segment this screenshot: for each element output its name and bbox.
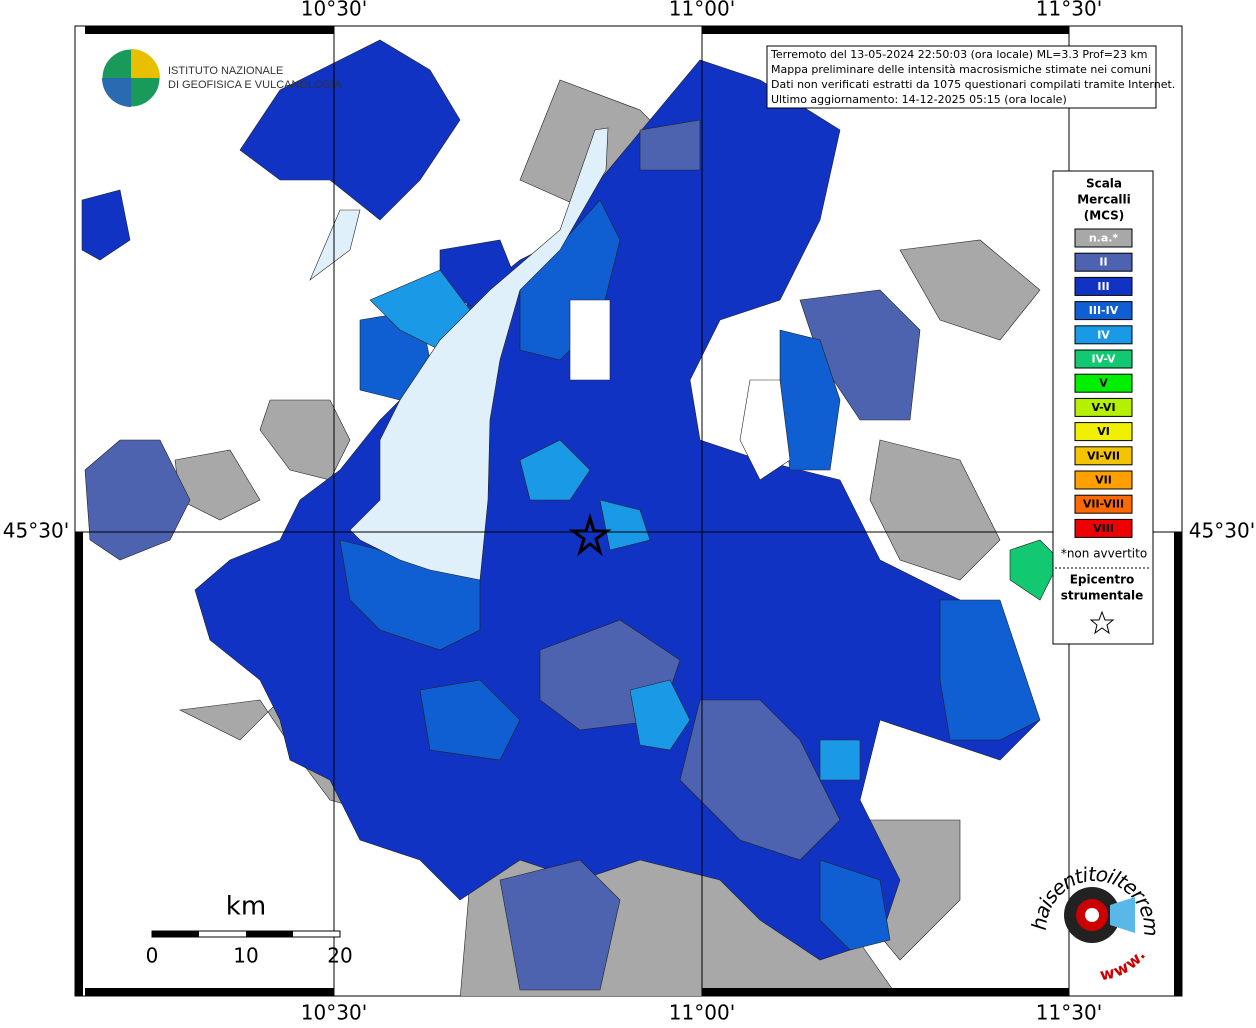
legend-swatch xyxy=(1074,276,1133,296)
legend-swatch xyxy=(1074,446,1133,466)
legend-label: IV xyxy=(1097,328,1110,341)
legend-label: VIII xyxy=(1093,522,1114,535)
grid-label: 11°30' xyxy=(1036,0,1102,21)
scale-unit: km xyxy=(226,892,266,922)
ingv-logo xyxy=(101,48,161,108)
frame-ticks xyxy=(75,26,1182,996)
legend-swatch xyxy=(1074,422,1133,442)
legend-label: n.a.* xyxy=(1089,232,1119,245)
legend-label: III xyxy=(1097,280,1109,293)
legend-swatch xyxy=(1074,494,1133,514)
legend-title: Mercalli xyxy=(1077,193,1131,207)
epicenter-star xyxy=(568,512,612,557)
legend-label: V-VI xyxy=(1091,401,1115,414)
info-box xyxy=(766,45,1157,109)
legend-label: VII-VIII xyxy=(1083,498,1124,511)
legend-swatch xyxy=(1074,349,1133,369)
legend-swatch xyxy=(1074,325,1133,345)
legend-star xyxy=(1089,610,1115,635)
legend-swatch xyxy=(1074,373,1133,393)
legend-swatch xyxy=(1074,252,1133,272)
scale-bar xyxy=(151,930,341,938)
legend-swatch xyxy=(1074,470,1133,490)
institute-name: ISTITUTO NAZIONALE xyxy=(168,65,283,77)
info-line: Mappa preliminare delle intensità macros… xyxy=(771,63,1151,76)
legend-epicenter: Epicentro xyxy=(1070,573,1135,587)
grid-label: 11°30' xyxy=(1036,1001,1102,1025)
regions xyxy=(81,39,1061,996)
scale-tick: 10 xyxy=(233,944,258,968)
legend-label: VI xyxy=(1097,425,1110,438)
legend-title: (MCS) xyxy=(1084,209,1125,223)
legend-label: IV-V xyxy=(1091,353,1116,366)
scale-tick: 0 xyxy=(146,944,159,968)
legend-label: III-IV xyxy=(1089,304,1119,317)
legend-label: VII xyxy=(1095,474,1112,487)
info-line: Terremoto del 13-05-2024 22:50:03 (ora l… xyxy=(770,48,1148,61)
legend-note: *non avvertito xyxy=(1061,547,1147,561)
legend-swatch xyxy=(1074,301,1133,321)
legend-swatch xyxy=(1074,518,1133,538)
legend-epicenter: strumentale xyxy=(1061,589,1144,603)
legend-title: Scala xyxy=(1086,177,1122,191)
grid-label: 45°30' xyxy=(3,519,69,543)
legend-label: VI-VII xyxy=(1087,449,1120,462)
grid-label: 10°30' xyxy=(301,0,367,21)
legend-swatch xyxy=(1074,228,1133,248)
scale-tick: 20 xyxy=(327,944,352,968)
legend-label: II xyxy=(1099,256,1107,269)
grid-label: 45°30' xyxy=(1189,519,1255,543)
info-line: Dati non verificati estratti da 1075 que… xyxy=(771,78,1175,91)
legend-label: V xyxy=(1099,377,1108,390)
institute-name: DI GEOFISICA E VULCANOLOGIA xyxy=(168,79,342,91)
info-line: Ultimo aggiornamento: 14-12-2025 05:15 (… xyxy=(771,93,1067,106)
grid-label: 11°00' xyxy=(669,1001,735,1025)
grid-label: 11°00' xyxy=(669,0,735,21)
grid-label: 10°30' xyxy=(301,1001,367,1025)
legend-swatch xyxy=(1074,397,1133,417)
